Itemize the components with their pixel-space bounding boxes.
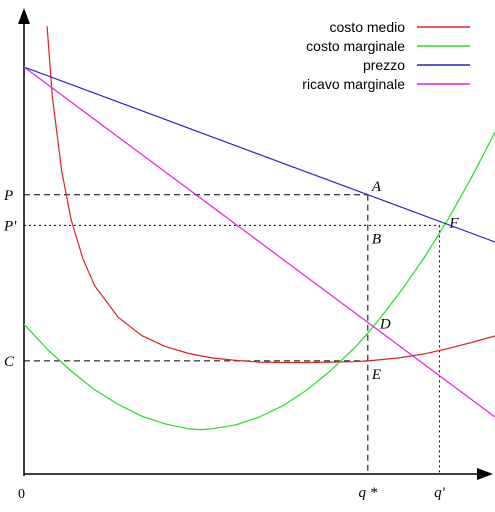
legend-label-costo-marginale: costo marginale (306, 38, 405, 54)
legend: costo medio costo marginale prezzo ricavo m… (302, 19, 470, 92)
series-costo-medio-line (46, 26, 495, 364)
point-labels: A B D E F (371, 179, 460, 383)
series-ricavo-marginale-line (24, 66, 495, 418)
point-label-a: A (371, 179, 382, 195)
point-label-f: F (448, 215, 459, 231)
y-tick-label-c: C (4, 354, 15, 370)
y-tick-label-p: P (3, 188, 13, 204)
y-tick-label-p-prime: P' (3, 218, 17, 234)
curves (24, 26, 495, 431)
point-label-e: E (371, 367, 381, 383)
series-prezzo-line (24, 66, 495, 243)
x-axis-arrow (477, 468, 493, 480)
point-label-b: B (372, 231, 381, 247)
y-axis-arrow (18, 8, 30, 24)
x-tick-labels: q * q' (358, 485, 445, 501)
series-costo-marginale-line (24, 131, 495, 431)
legend-label-prezzo: prezzo (363, 57, 405, 73)
x-tick-label-q-prime: q' (434, 485, 446, 501)
origin-label: 0 (18, 487, 25, 502)
y-tick-labels: P P' C (3, 188, 17, 370)
x-tick-label-q-star: q * (358, 485, 377, 501)
point-label-d: D (379, 317, 391, 333)
legend-label-costo-medio: costo medio (330, 19, 406, 35)
legend-label-ricavo-marginale: ricavo marginale (302, 76, 405, 92)
